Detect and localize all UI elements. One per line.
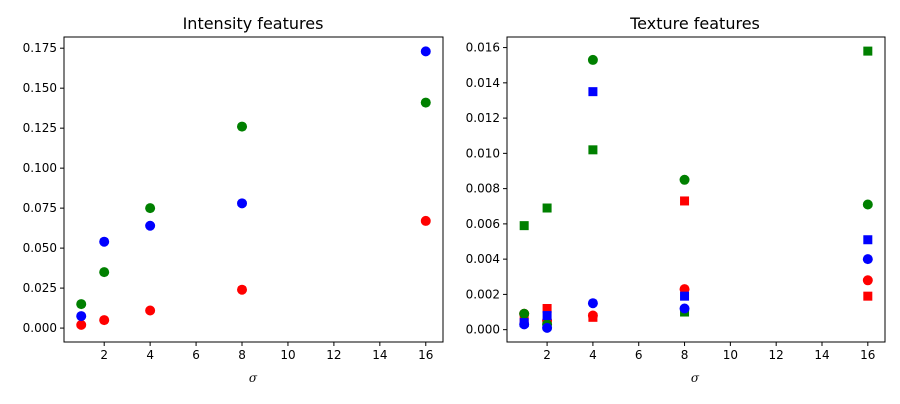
data-point-circle	[420, 97, 431, 108]
data-point-circle	[862, 199, 873, 210]
texture-features-panel: Texture features σ 2 4 6 8 10 12 14 16 0.000 0.00…	[466, 14, 886, 385]
y-tick-label: 0.006	[466, 217, 500, 231]
data-point-circle	[587, 54, 598, 65]
y-tick-label: 0.010	[466, 146, 500, 160]
intensity-features-panel: Intensity features σ 2 4 6 8 10 12 14 16 0.000 0.…	[23, 14, 444, 385]
x-tick-label: 4	[589, 348, 597, 362]
x-tick-label: 14	[814, 348, 829, 362]
y-tick-label: 0.025	[23, 281, 57, 295]
chart-title: Intensity features	[183, 14, 324, 33]
x-tick-label: 12	[769, 348, 784, 362]
data-point-circle	[145, 203, 156, 214]
data-point-circle	[76, 299, 87, 310]
data-point-circle	[145, 305, 156, 316]
data-point-circle	[679, 174, 690, 185]
data-point-square	[519, 221, 529, 231]
data-point-square	[588, 312, 598, 322]
y-tick-label: 0.175	[23, 41, 57, 55]
data-point-square	[863, 291, 873, 301]
data-point-circle	[76, 319, 87, 330]
data-point-square	[863, 235, 873, 245]
x-tick-label: 16	[418, 348, 433, 362]
data-point-circle	[862, 275, 873, 286]
y-tick-label: 0.008	[466, 182, 500, 196]
data-point-circle	[542, 322, 553, 333]
data-point-square	[863, 46, 873, 56]
y-tick-label: 0.012	[466, 111, 500, 125]
y-tick-label: 0.075	[23, 201, 57, 215]
data-point-circle	[99, 236, 110, 247]
y-tick-label: 0.000	[466, 323, 500, 337]
data-point-circle	[679, 284, 690, 295]
x-tick-label: 12	[326, 348, 341, 362]
data-point-square	[519, 318, 529, 328]
x-tick-label: 10	[280, 348, 295, 362]
data-point-circle	[99, 267, 110, 278]
x-tick-label: 8	[681, 348, 689, 362]
x-tick-label: 4	[146, 348, 154, 362]
x-tick-label: 2	[543, 348, 551, 362]
x-axis-label: σ	[249, 371, 258, 385]
data-point-circle	[237, 284, 248, 295]
x-tick-label: 2	[100, 348, 108, 362]
x-tick-label: 16	[860, 348, 875, 362]
data-point-square	[542, 304, 552, 314]
data-point-square	[680, 196, 690, 206]
x-tick-label: 6	[635, 348, 643, 362]
chart-title: Texture features	[629, 14, 760, 33]
data-point-circle	[145, 220, 156, 231]
y-tick-label: 0.004	[466, 252, 500, 266]
plot-frame	[506, 36, 886, 343]
data-point-square	[542, 203, 552, 213]
plot-frame	[63, 36, 444, 343]
y-tick-label: 0.016	[466, 41, 500, 55]
data-point-circle	[237, 198, 248, 209]
data-point-square	[680, 291, 690, 301]
y-tick-label: 0.150	[23, 81, 57, 95]
x-tick-label: 14	[372, 348, 387, 362]
data-point-circle	[519, 308, 530, 319]
data-point-circle	[420, 46, 431, 57]
x-axis-label: σ	[691, 371, 700, 385]
data-point-circle	[420, 215, 431, 226]
x-tick-label: 6	[192, 348, 200, 362]
x-tick-label: 10	[723, 348, 738, 362]
y-tick-label: 0.100	[23, 161, 57, 175]
data-point-circle	[862, 254, 873, 265]
y-tick-label: 0.125	[23, 121, 57, 135]
y-tick-label: 0.000	[23, 321, 57, 335]
y-tick-label: 0.014	[466, 76, 500, 90]
data-point-square	[588, 87, 598, 97]
y-tick-label: 0.002	[466, 287, 500, 301]
data-point-circle	[587, 298, 598, 309]
data-point-circle	[679, 303, 690, 314]
data-point-square	[588, 145, 598, 155]
data-point-circle	[237, 121, 248, 132]
data-point-circle	[76, 311, 87, 322]
y-tick-label: 0.050	[23, 241, 57, 255]
data-point-square	[542, 311, 552, 321]
x-tick-label: 8	[238, 348, 246, 362]
data-point-circle	[99, 315, 110, 326]
